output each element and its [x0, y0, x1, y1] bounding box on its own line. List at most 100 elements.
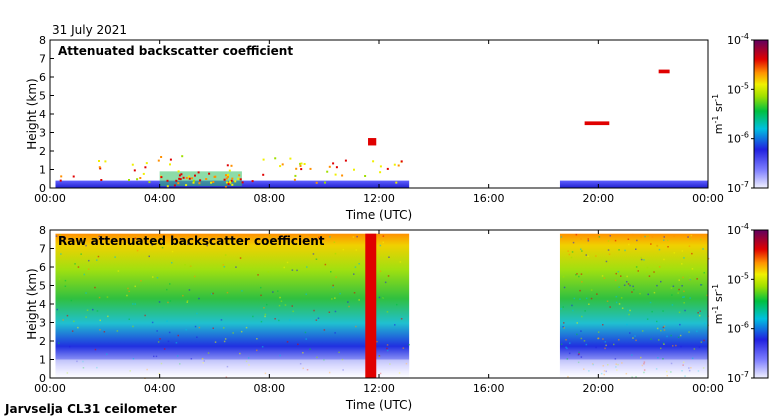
noise-speckle — [618, 249, 620, 251]
aerosol-speckle — [185, 176, 188, 179]
noise-speckle — [260, 320, 263, 323]
echo-speckle — [177, 170, 180, 173]
noise-speckle — [681, 285, 683, 287]
noise-speckle — [210, 293, 213, 295]
noise-speckle — [117, 270, 120, 272]
noise-speckle — [64, 279, 67, 282]
noise-speckle — [267, 271, 270, 273]
noise-speckle — [316, 356, 318, 359]
noise-speckle — [640, 356, 642, 359]
noise-speckle — [379, 372, 382, 375]
noise-speckle — [73, 320, 75, 323]
noise-speckle — [190, 358, 193, 360]
noise-speckle — [598, 236, 601, 238]
noise-speckle — [229, 239, 232, 241]
noise-speckle — [580, 273, 583, 275]
echo-speckle — [136, 178, 139, 181]
noise-speckle — [156, 330, 158, 332]
noise-speckle — [578, 353, 580, 355]
noise-speckle — [600, 372, 603, 375]
echo-speckle — [188, 177, 191, 180]
aerosol-speckle — [212, 181, 215, 183]
noise-speckle — [673, 235, 675, 237]
noise-speckle — [386, 349, 389, 352]
noise-speckle — [580, 238, 582, 240]
noise-speckle — [587, 240, 590, 242]
noise-speckle — [257, 274, 259, 276]
noise-speckle — [684, 309, 686, 312]
noise-speckle — [194, 325, 197, 328]
noise-speckle — [602, 324, 604, 326]
noise-speckle — [220, 319, 223, 321]
noise-speckle — [196, 336, 198, 338]
y-axis-label: Height (km) — [25, 78, 39, 149]
aerosol-speckle — [231, 183, 234, 186]
noise-speckle — [677, 292, 679, 294]
noise-speckle — [169, 300, 172, 302]
noise-speckle — [386, 344, 389, 346]
noise-speckle — [264, 372, 267, 375]
noise-speckle — [132, 358, 135, 360]
noise-speckle — [223, 327, 225, 329]
aerosol-speckle — [241, 181, 244, 184]
noise-speckle — [585, 297, 588, 300]
noise-speckle — [342, 369, 344, 371]
x-tick-label: 20:00 — [582, 192, 614, 205]
noise-speckle — [312, 253, 315, 255]
noise-speckle — [278, 304, 281, 307]
noise-speckle — [579, 298, 581, 300]
echo-speckle — [230, 164, 233, 167]
aerosol-speckle — [230, 179, 233, 182]
echo-speckle — [148, 181, 151, 184]
colorbar-tick-label: 10-4 — [727, 222, 749, 237]
noise-speckle — [663, 236, 665, 238]
echo-speckle — [300, 162, 303, 165]
y-tick-label: 6 — [39, 71, 46, 84]
y-tick-label: 6 — [39, 261, 46, 274]
noise-speckle — [334, 310, 337, 313]
noise-speckle — [317, 317, 320, 319]
noise-speckle — [647, 293, 649, 296]
echo-speckle — [379, 171, 382, 174]
near-surface-band — [559, 359, 708, 378]
noise-speckle — [55, 235, 58, 237]
noise-speckle — [595, 255, 597, 257]
noise-speckle — [171, 250, 174, 253]
noise-speckle — [223, 266, 226, 268]
noise-speckle — [581, 281, 583, 283]
noise-speckle — [688, 369, 691, 372]
noise-speckle — [643, 361, 646, 363]
x-tick-label: 04:00 — [144, 382, 176, 395]
noise-speckle — [386, 311, 389, 313]
noise-speckle — [382, 235, 385, 237]
noise-speckle — [239, 238, 241, 240]
noise-speckle — [297, 343, 299, 346]
noise-speckle — [683, 296, 685, 298]
noise-speckle — [702, 248, 704, 250]
noise-speckle — [62, 319, 64, 321]
noise-speckle — [603, 370, 606, 372]
noise-speckle — [286, 341, 289, 343]
echo-speckle — [142, 172, 145, 175]
noise-speckle — [656, 327, 659, 330]
noise-speckle — [673, 252, 676, 254]
noise-speckle — [643, 363, 645, 365]
echo-speckle — [128, 179, 130, 181]
noise-speckle — [128, 290, 130, 293]
echo-speckle — [379, 165, 382, 168]
noise-speckle — [627, 309, 629, 312]
noise-speckle — [670, 371, 672, 373]
noise-speckle — [656, 284, 658, 287]
noise-speckle — [697, 370, 700, 372]
aerosol-speckle — [180, 173, 183, 176]
noise-speckle — [168, 331, 171, 334]
noise-speckle — [241, 290, 243, 292]
noise-speckle — [639, 292, 641, 295]
noise-speckle — [320, 242, 322, 245]
noise-speckle — [245, 360, 248, 363]
aerosol-speckle — [224, 186, 227, 189]
noise-speckle — [74, 263, 76, 265]
noise-speckle — [650, 338, 652, 340]
noise-speckle — [66, 314, 69, 317]
